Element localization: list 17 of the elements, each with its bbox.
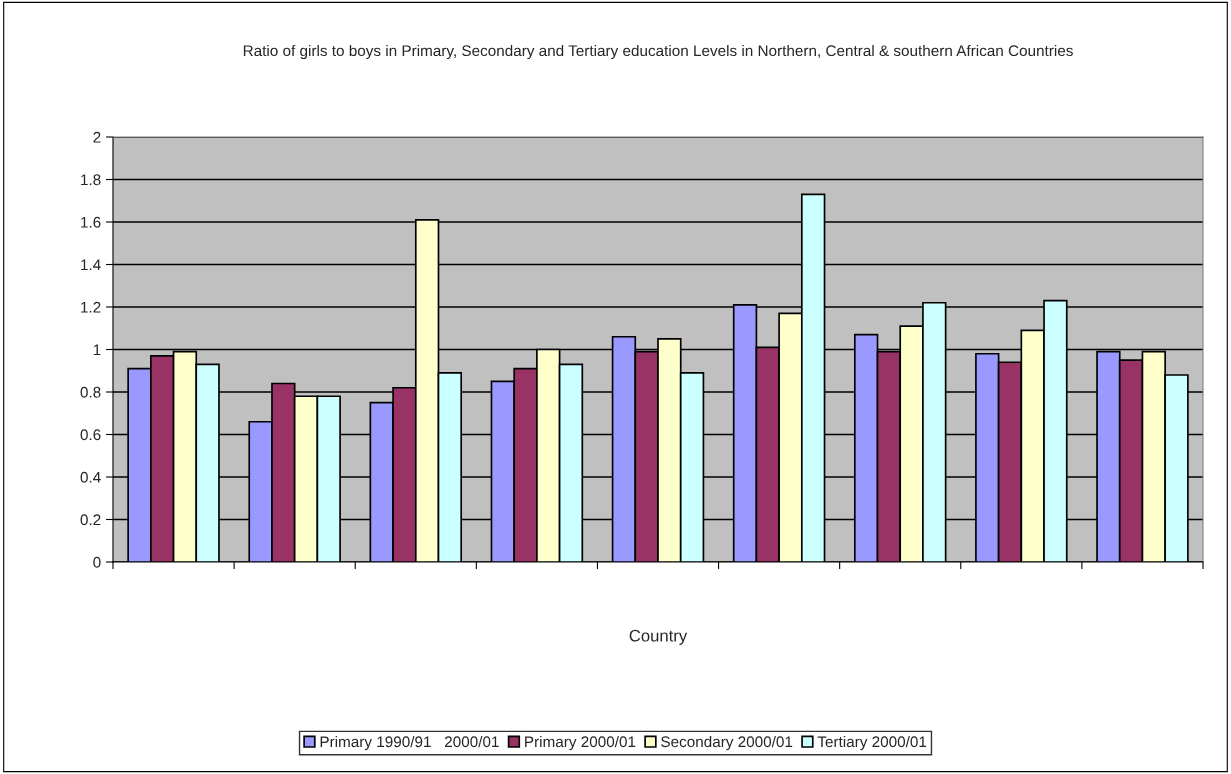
legend-label: Secondary 2000/01 [661,735,793,751]
legend-label: Tertiary 2000/01 [817,735,927,751]
legend-label: Primary 1990/91 2000/01 [320,735,499,751]
legend-label: Primary 2000/01 [525,735,636,751]
y-tick-label: 1 [93,344,101,356]
y-tick-label: 0.6 [80,429,101,441]
y-tick-label: 0.2 [80,514,101,526]
chart-title: Ratio of girls to boys in Primary, Secondary and Tertiary education Levels in Northern, Central & southern African Countries [243,44,1073,60]
y-tick-label: 1.2 [81,301,101,313]
y-tick-label: 0.4 [80,471,101,483]
y-tick-label: 0 [93,556,101,568]
y-tick-label: 1.4 [81,259,101,271]
y-tick-label: 1.6 [81,216,101,228]
y-tick-label: 2 [93,131,101,143]
y-tick-label: 1.8 [81,174,101,186]
x-axis-title: Country [629,629,688,645]
y-tick-label: 0.8 [80,386,101,398]
